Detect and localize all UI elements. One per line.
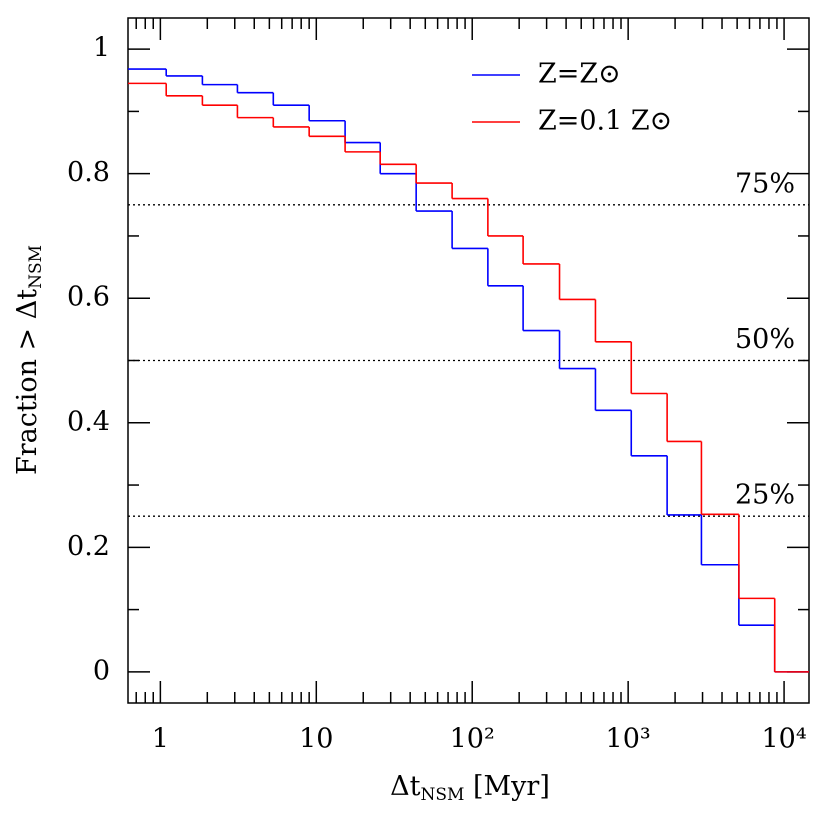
x-tick-label: 10⁴ <box>761 724 806 755</box>
x-label-sub: NSM <box>420 785 464 805</box>
legend-label: Z=0.1 Z⊙ <box>538 106 672 137</box>
reference-label: 50% <box>735 324 795 355</box>
y-tick-label: 0.8 <box>67 157 110 188</box>
y-label-main: Fraction > Δt <box>12 289 43 475</box>
y-tick-label: 1 <box>93 33 110 64</box>
x-axis-label: ΔtNSM [Myr] <box>390 771 550 805</box>
x-tick-label: 1 <box>152 724 169 755</box>
y-tick-label: 0.4 <box>67 406 110 437</box>
legend-label: Z=Z⊙ <box>538 59 621 90</box>
y-axis-label: Fraction > ΔtNSM <box>12 245 46 475</box>
x-tick-label: 10² <box>450 724 495 755</box>
x-label-main: Δt <box>390 771 420 802</box>
y-tick-label: 0.2 <box>67 531 110 562</box>
y-tick-label: 0.6 <box>67 282 110 313</box>
reference-label: 75% <box>735 168 795 199</box>
x-tick-label: 10 <box>299 724 333 755</box>
x-tick-label: 10³ <box>606 724 651 755</box>
x-label-rest: [Myr] <box>464 771 549 802</box>
y-tick-label: 0 <box>93 655 110 686</box>
y-label-sub: NSM <box>26 245 46 289</box>
reference-label: 25% <box>735 480 795 511</box>
